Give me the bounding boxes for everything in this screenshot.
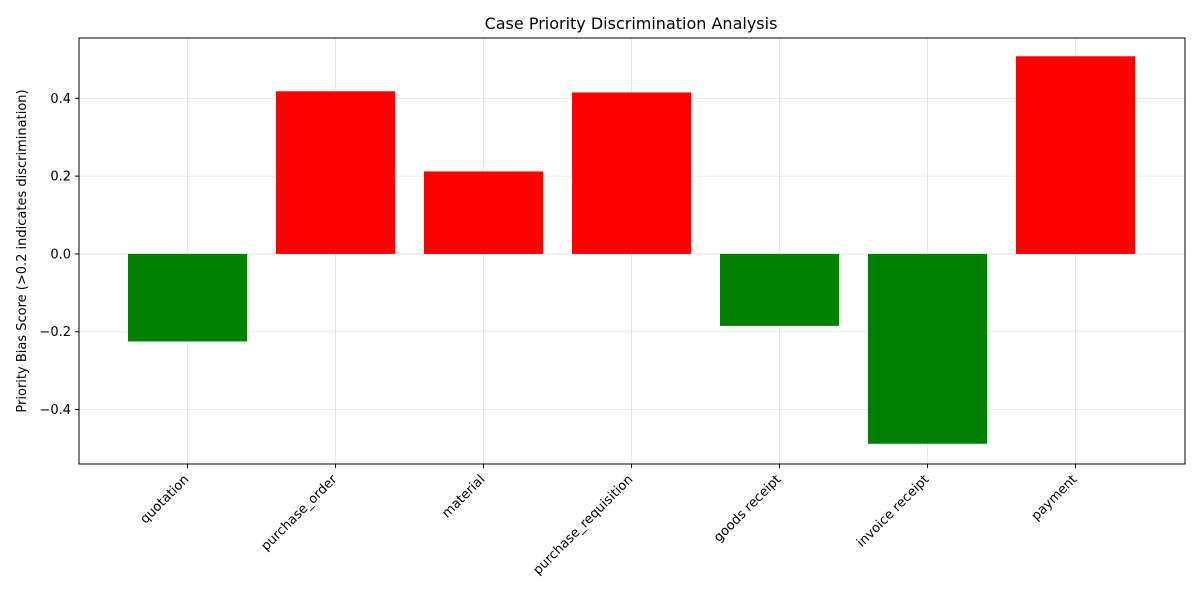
bar-purchase-requisition (572, 92, 691, 254)
bar-purchase-order (276, 91, 395, 254)
x-tick-label: quotation (138, 472, 193, 527)
x-axis: quotation purchase_order material purchase_… (138, 464, 1081, 578)
y-tick-label: 0.2 (50, 170, 71, 185)
x-tick-label: purchase_requisition (531, 472, 637, 578)
x-tick-label: invoice receipt (854, 472, 932, 550)
bars (128, 56, 1135, 444)
y-tick-label: 0.4 (50, 92, 71, 107)
chart-title: Case Priority Discrimination Analysis (485, 14, 778, 33)
x-tick-label: payment (1029, 472, 1081, 524)
y-axis-label: Priority Bias Score (>0.2 indicates disc… (15, 89, 30, 412)
y-tick-label: −0.2 (39, 325, 71, 340)
x-tick-label: goods receipt (711, 472, 784, 545)
y-tick-label: 0.0 (50, 247, 71, 262)
bar-quotation (128, 253, 247, 342)
y-tick-label: −0.4 (39, 403, 71, 418)
x-tick-label: purchase_order (258, 472, 340, 554)
x-tick-label: material (439, 472, 488, 521)
bar-material (424, 171, 543, 254)
bar-payment (1016, 56, 1135, 254)
bar-goods-receipt (720, 253, 839, 326)
y-axis: −0.4 −0.2 0.0 0.2 0.4 (39, 92, 79, 418)
bar-invoice-receipt (868, 253, 987, 444)
